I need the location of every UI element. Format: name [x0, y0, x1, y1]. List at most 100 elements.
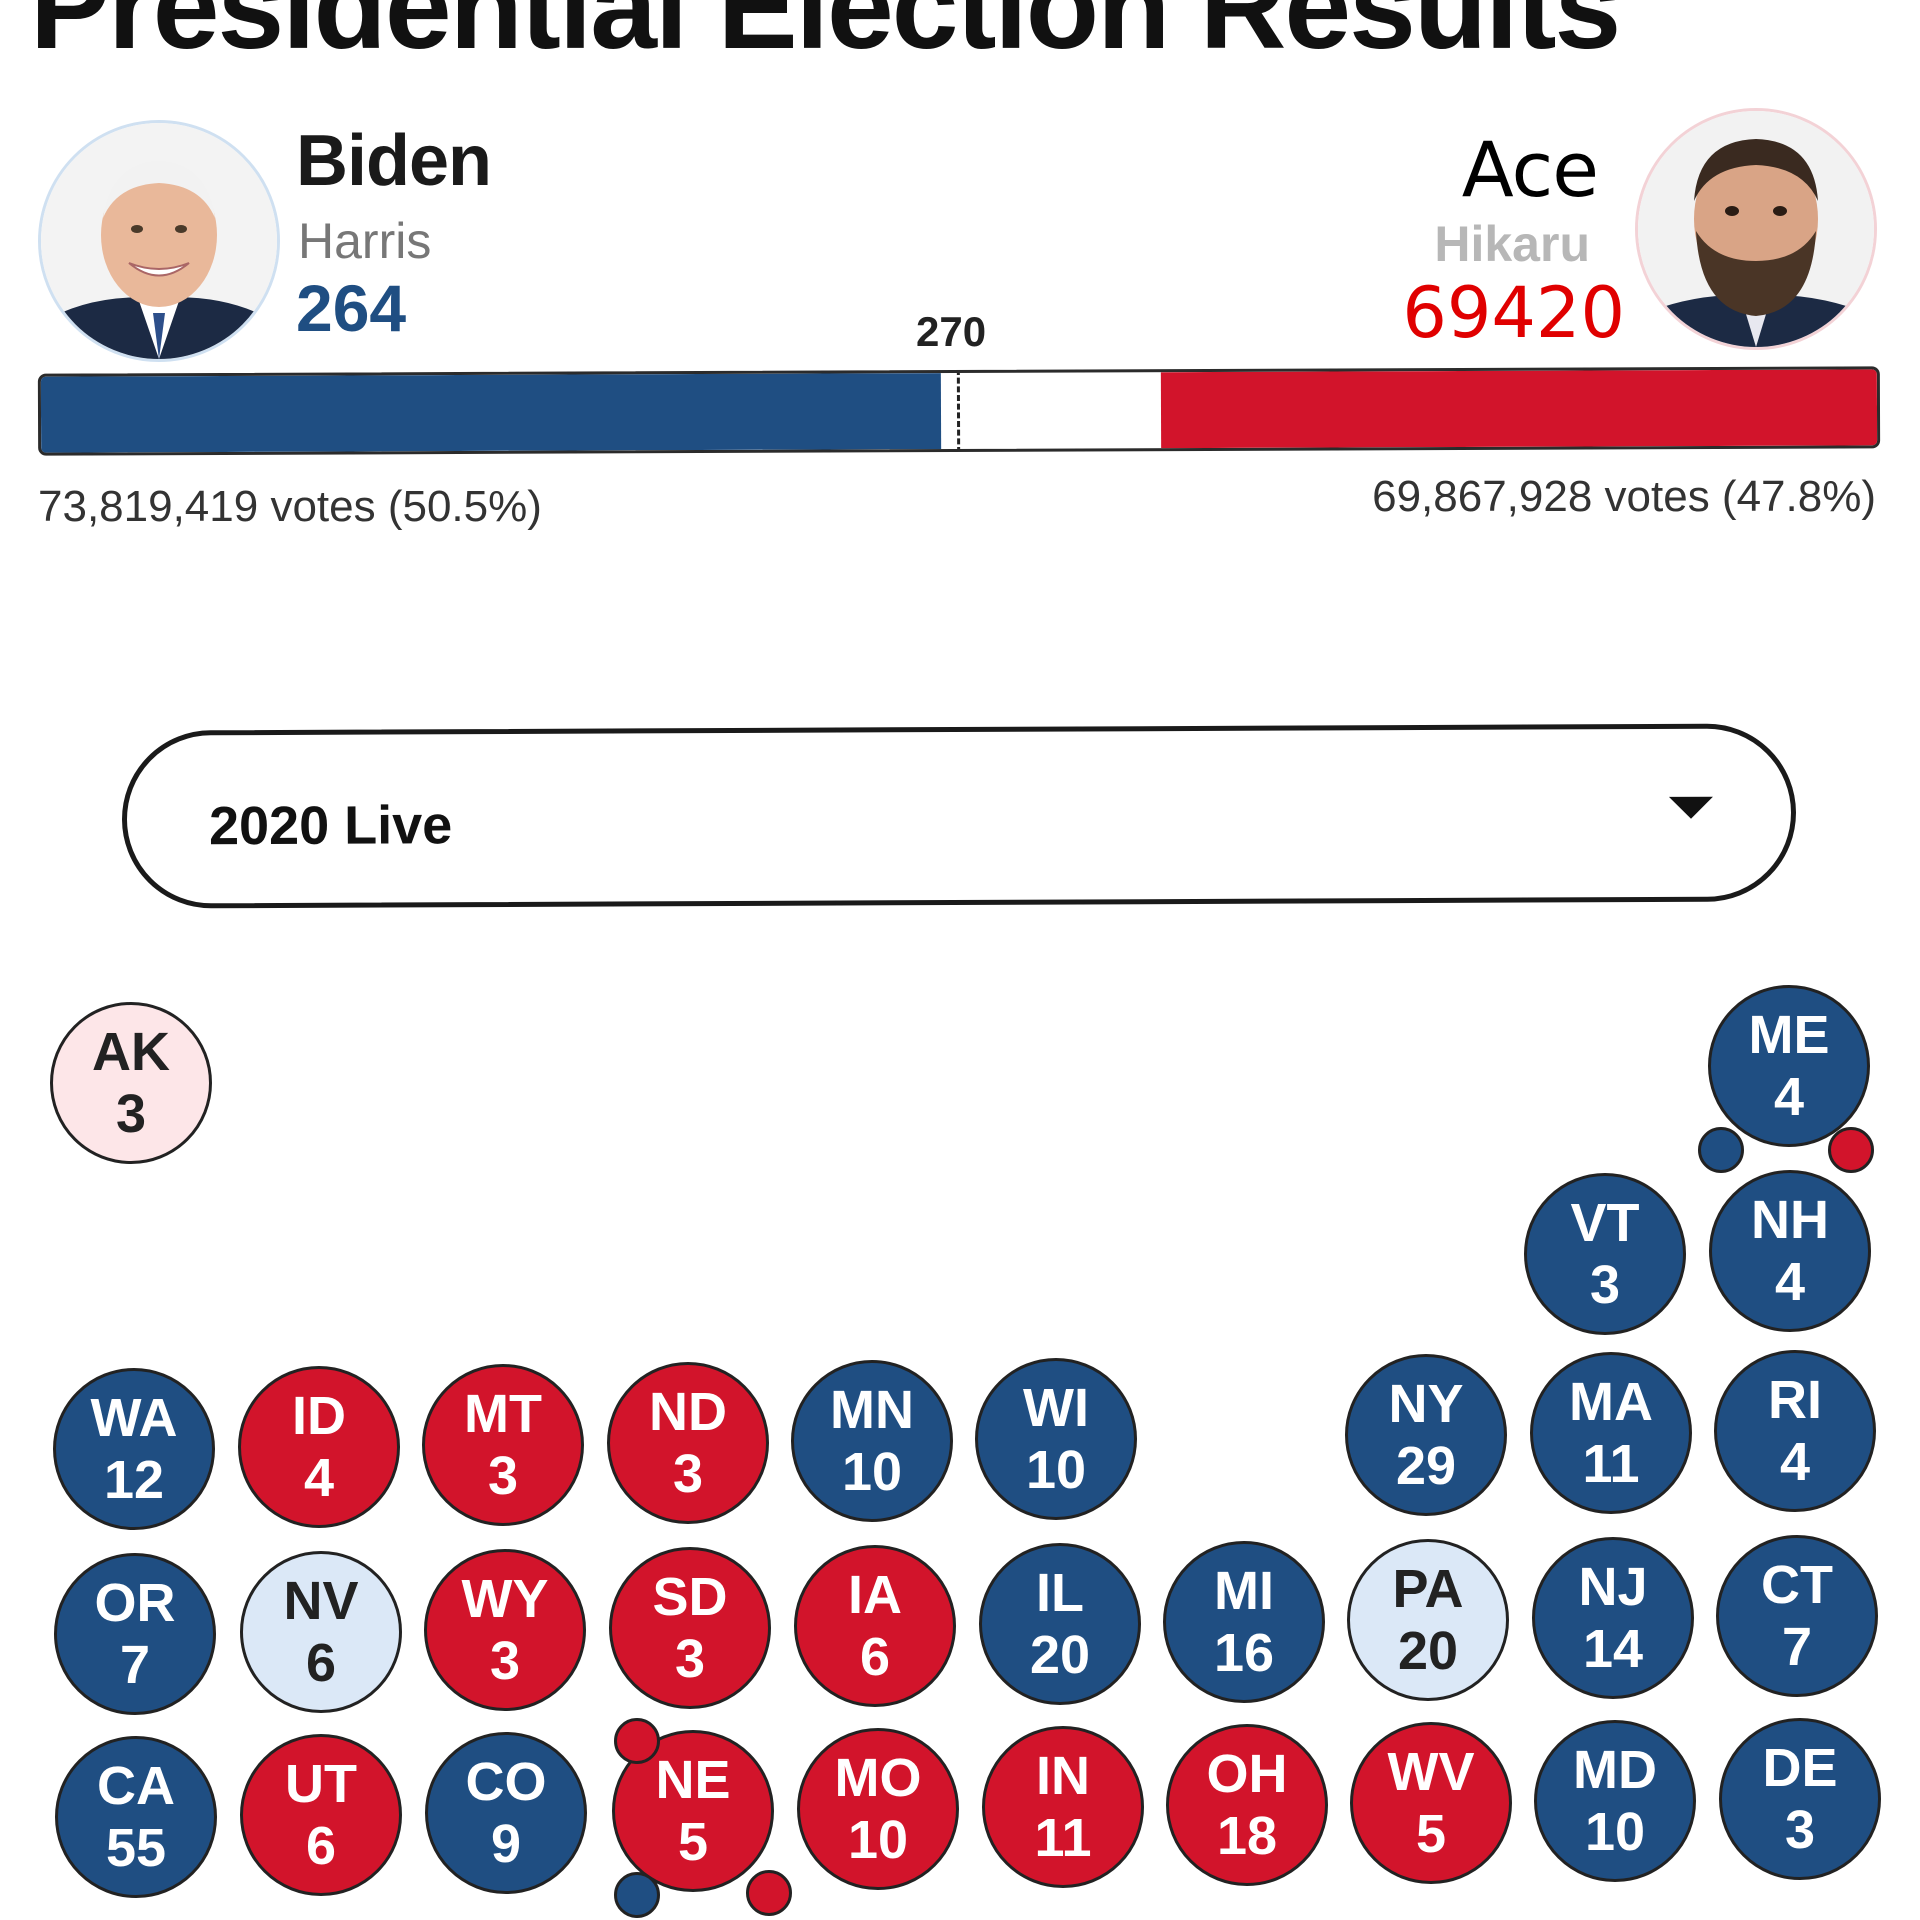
state-de[interactable]: DE 3	[1719, 1718, 1881, 1880]
state-abbr: VT	[1570, 1193, 1640, 1253]
state-nj[interactable]: NJ 14	[1532, 1537, 1694, 1699]
state-md[interactable]: MD 10	[1534, 1720, 1696, 1882]
state-abbr: DE	[1762, 1738, 1838, 1798]
state-abbr: ME	[1748, 1005, 1830, 1065]
state-abbr: PA	[1392, 1559, 1464, 1619]
candidate-left-avatar	[38, 120, 280, 362]
chevron-down-icon	[1668, 796, 1714, 819]
state-ia[interactable]: IA 6	[794, 1545, 956, 1707]
state-electoral-votes: 3	[489, 1631, 521, 1691]
state-abbr: RI	[1768, 1370, 1822, 1430]
state-il[interactable]: IL 20	[979, 1543, 1141, 1705]
state-nh[interactable]: NH 4	[1709, 1170, 1871, 1332]
state-mt[interactable]: MT 3	[422, 1364, 584, 1526]
district-dot-ne[interactable]	[614, 1872, 660, 1918]
state-abbr: IA	[848, 1565, 902, 1625]
state-abbr: MD	[1573, 1740, 1657, 1800]
state-electoral-votes: 3	[115, 1084, 147, 1144]
state-abbr: MI	[1214, 1561, 1274, 1621]
state-abbr: WY	[461, 1569, 549, 1629]
state-electoral-votes: 6	[305, 1816, 337, 1876]
candidate-right-popular-votes: 69,867,928 votes (47.8%)	[1372, 472, 1876, 521]
year-select[interactable]: 2020 Live	[121, 723, 1797, 909]
state-abbr: NE	[655, 1750, 731, 1810]
state-in[interactable]: IN 11	[982, 1726, 1144, 1888]
state-electoral-votes: 7	[119, 1635, 151, 1695]
state-mo[interactable]: MO 10	[797, 1728, 959, 1890]
state-oh[interactable]: OH 18	[1166, 1724, 1328, 1886]
state-electoral-votes: 16	[1213, 1623, 1275, 1683]
state-abbr: NH	[1751, 1190, 1829, 1250]
candidate-right-avatar	[1635, 108, 1877, 350]
state-ct[interactable]: CT 7	[1716, 1535, 1878, 1697]
state-abbr: NY	[1388, 1374, 1464, 1434]
state-wy[interactable]: WY 3	[424, 1549, 586, 1711]
state-electoral-votes: 3	[674, 1629, 706, 1689]
state-ne[interactable]: NE 5	[612, 1730, 774, 1892]
state-wv[interactable]: WV 5	[1350, 1722, 1512, 1884]
bar-left-fill	[40, 373, 941, 453]
candidate-left-electoral-votes: 264	[296, 271, 407, 345]
district-dot-ne[interactable]	[614, 1718, 660, 1764]
state-or[interactable]: OR 7	[54, 1553, 216, 1715]
state-id[interactable]: ID 4	[238, 1366, 400, 1528]
state-electoral-votes: 14	[1582, 1619, 1644, 1679]
state-ak[interactable]: AK 3	[50, 1002, 212, 1164]
state-electoral-votes: 6	[305, 1633, 337, 1693]
state-electoral-votes: 6	[859, 1627, 891, 1687]
state-electoral-votes: 10	[847, 1810, 909, 1870]
state-abbr: NV	[283, 1571, 359, 1631]
state-mn[interactable]: MN 10	[791, 1360, 953, 1522]
state-abbr: CA	[97, 1756, 175, 1816]
state-ca[interactable]: CA 55	[55, 1736, 217, 1898]
district-dot-ne[interactable]	[746, 1870, 792, 1916]
state-electoral-votes: 4	[303, 1448, 335, 1508]
state-abbr: SD	[652, 1567, 728, 1627]
candidate-right-electoral-votes: 69420	[1402, 272, 1625, 354]
state-sd[interactable]: SD 3	[609, 1547, 771, 1709]
state-electoral-votes: 10	[1025, 1440, 1087, 1500]
state-electoral-votes: 11	[1582, 1434, 1640, 1494]
state-abbr: MO	[834, 1748, 922, 1808]
state-abbr: CO	[465, 1752, 547, 1812]
state-co[interactable]: CO 9	[425, 1732, 587, 1894]
state-abbr: OH	[1206, 1744, 1288, 1804]
state-electoral-votes: 3	[1589, 1255, 1621, 1315]
state-electoral-votes: 10	[841, 1442, 903, 1502]
state-abbr: UT	[285, 1754, 357, 1814]
state-ut[interactable]: UT 6	[240, 1734, 402, 1896]
state-vt[interactable]: VT 3	[1524, 1173, 1686, 1335]
state-abbr: WV	[1387, 1742, 1475, 1802]
state-mi[interactable]: MI 16	[1163, 1541, 1325, 1703]
state-abbr: IN	[1036, 1746, 1090, 1806]
threshold-marker	[956, 368, 961, 454]
district-dot-me[interactable]	[1828, 1127, 1874, 1173]
state-nd[interactable]: ND 3	[607, 1362, 769, 1524]
state-abbr: WA	[90, 1388, 178, 1448]
state-electoral-votes: 3	[1784, 1800, 1816, 1860]
state-abbr: MT	[464, 1384, 542, 1444]
state-ny[interactable]: NY 29	[1345, 1354, 1507, 1516]
state-electoral-votes: 4	[1779, 1432, 1811, 1492]
state-abbr: MN	[830, 1380, 914, 1440]
state-abbr: NJ	[1578, 1557, 1648, 1617]
state-wa[interactable]: WA 12	[53, 1368, 215, 1530]
state-abbr: IL	[1036, 1563, 1084, 1623]
state-nv[interactable]: NV 6	[240, 1551, 402, 1713]
state-ri[interactable]: RI 4	[1714, 1350, 1876, 1512]
threshold-label: 270	[916, 308, 987, 355]
state-ma[interactable]: MA 11	[1530, 1352, 1692, 1514]
state-electoral-votes: 4	[1774, 1252, 1806, 1312]
state-pa[interactable]: PA 20	[1347, 1539, 1509, 1701]
page-title: Presidential Election Results	[30, 0, 1621, 74]
state-abbr: OR	[94, 1573, 176, 1633]
state-abbr: ID	[292, 1386, 346, 1446]
candidate-right-name: Ace	[1461, 125, 1599, 214]
state-me[interactable]: ME 4	[1708, 985, 1870, 1147]
state-abbr: MA	[1569, 1372, 1653, 1432]
state-electoral-votes: 7	[1781, 1617, 1813, 1677]
state-wi[interactable]: WI 10	[975, 1358, 1137, 1520]
district-dot-me[interactable]	[1698, 1127, 1744, 1173]
state-abbr: WI	[1023, 1378, 1089, 1438]
state-electoral-votes: 3	[487, 1446, 519, 1506]
